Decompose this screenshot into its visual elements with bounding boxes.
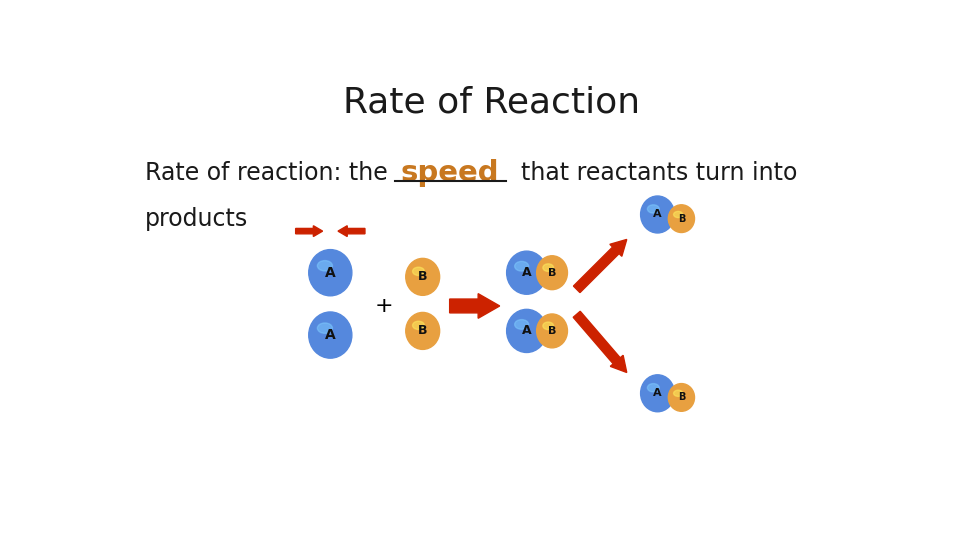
Ellipse shape: [318, 323, 332, 333]
FancyArrow shape: [573, 311, 627, 373]
Text: B: B: [678, 214, 685, 224]
Text: B: B: [418, 271, 427, 284]
Ellipse shape: [640, 375, 675, 412]
Ellipse shape: [413, 267, 424, 275]
Text: A: A: [522, 325, 532, 338]
Ellipse shape: [640, 196, 675, 233]
FancyArrow shape: [573, 239, 627, 293]
Text: that reactants turn into: that reactants turn into: [506, 161, 797, 185]
Ellipse shape: [507, 309, 546, 353]
FancyArrow shape: [296, 226, 323, 237]
Ellipse shape: [406, 258, 440, 295]
Ellipse shape: [537, 314, 567, 348]
Ellipse shape: [542, 322, 554, 329]
FancyArrow shape: [449, 294, 500, 318]
Text: A: A: [653, 210, 661, 219]
Ellipse shape: [668, 383, 694, 411]
Ellipse shape: [515, 261, 529, 271]
Ellipse shape: [515, 320, 529, 329]
Ellipse shape: [668, 205, 694, 233]
FancyArrow shape: [338, 226, 365, 237]
Ellipse shape: [537, 256, 567, 289]
Text: B: B: [548, 326, 556, 336]
Ellipse shape: [542, 264, 554, 272]
Ellipse shape: [309, 249, 352, 296]
Text: speed: speed: [401, 159, 499, 187]
Ellipse shape: [674, 211, 683, 218]
Ellipse shape: [413, 321, 424, 329]
Text: A: A: [324, 266, 336, 280]
Text: A: A: [324, 328, 336, 342]
Text: B: B: [418, 325, 427, 338]
Text: A: A: [522, 266, 532, 279]
Text: Rate of Reaction: Rate of Reaction: [344, 85, 640, 119]
Text: products: products: [145, 207, 248, 231]
Ellipse shape: [309, 312, 352, 358]
Ellipse shape: [674, 390, 683, 396]
Text: A: A: [653, 388, 661, 399]
Ellipse shape: [647, 205, 660, 213]
Ellipse shape: [318, 261, 332, 271]
Ellipse shape: [647, 383, 660, 392]
Ellipse shape: [507, 251, 546, 294]
Text: B: B: [678, 393, 685, 402]
Ellipse shape: [406, 313, 440, 349]
Text: Rate of reaction: the: Rate of reaction: the: [145, 161, 395, 185]
Text: B: B: [548, 268, 556, 278]
Text: +: +: [375, 296, 394, 316]
